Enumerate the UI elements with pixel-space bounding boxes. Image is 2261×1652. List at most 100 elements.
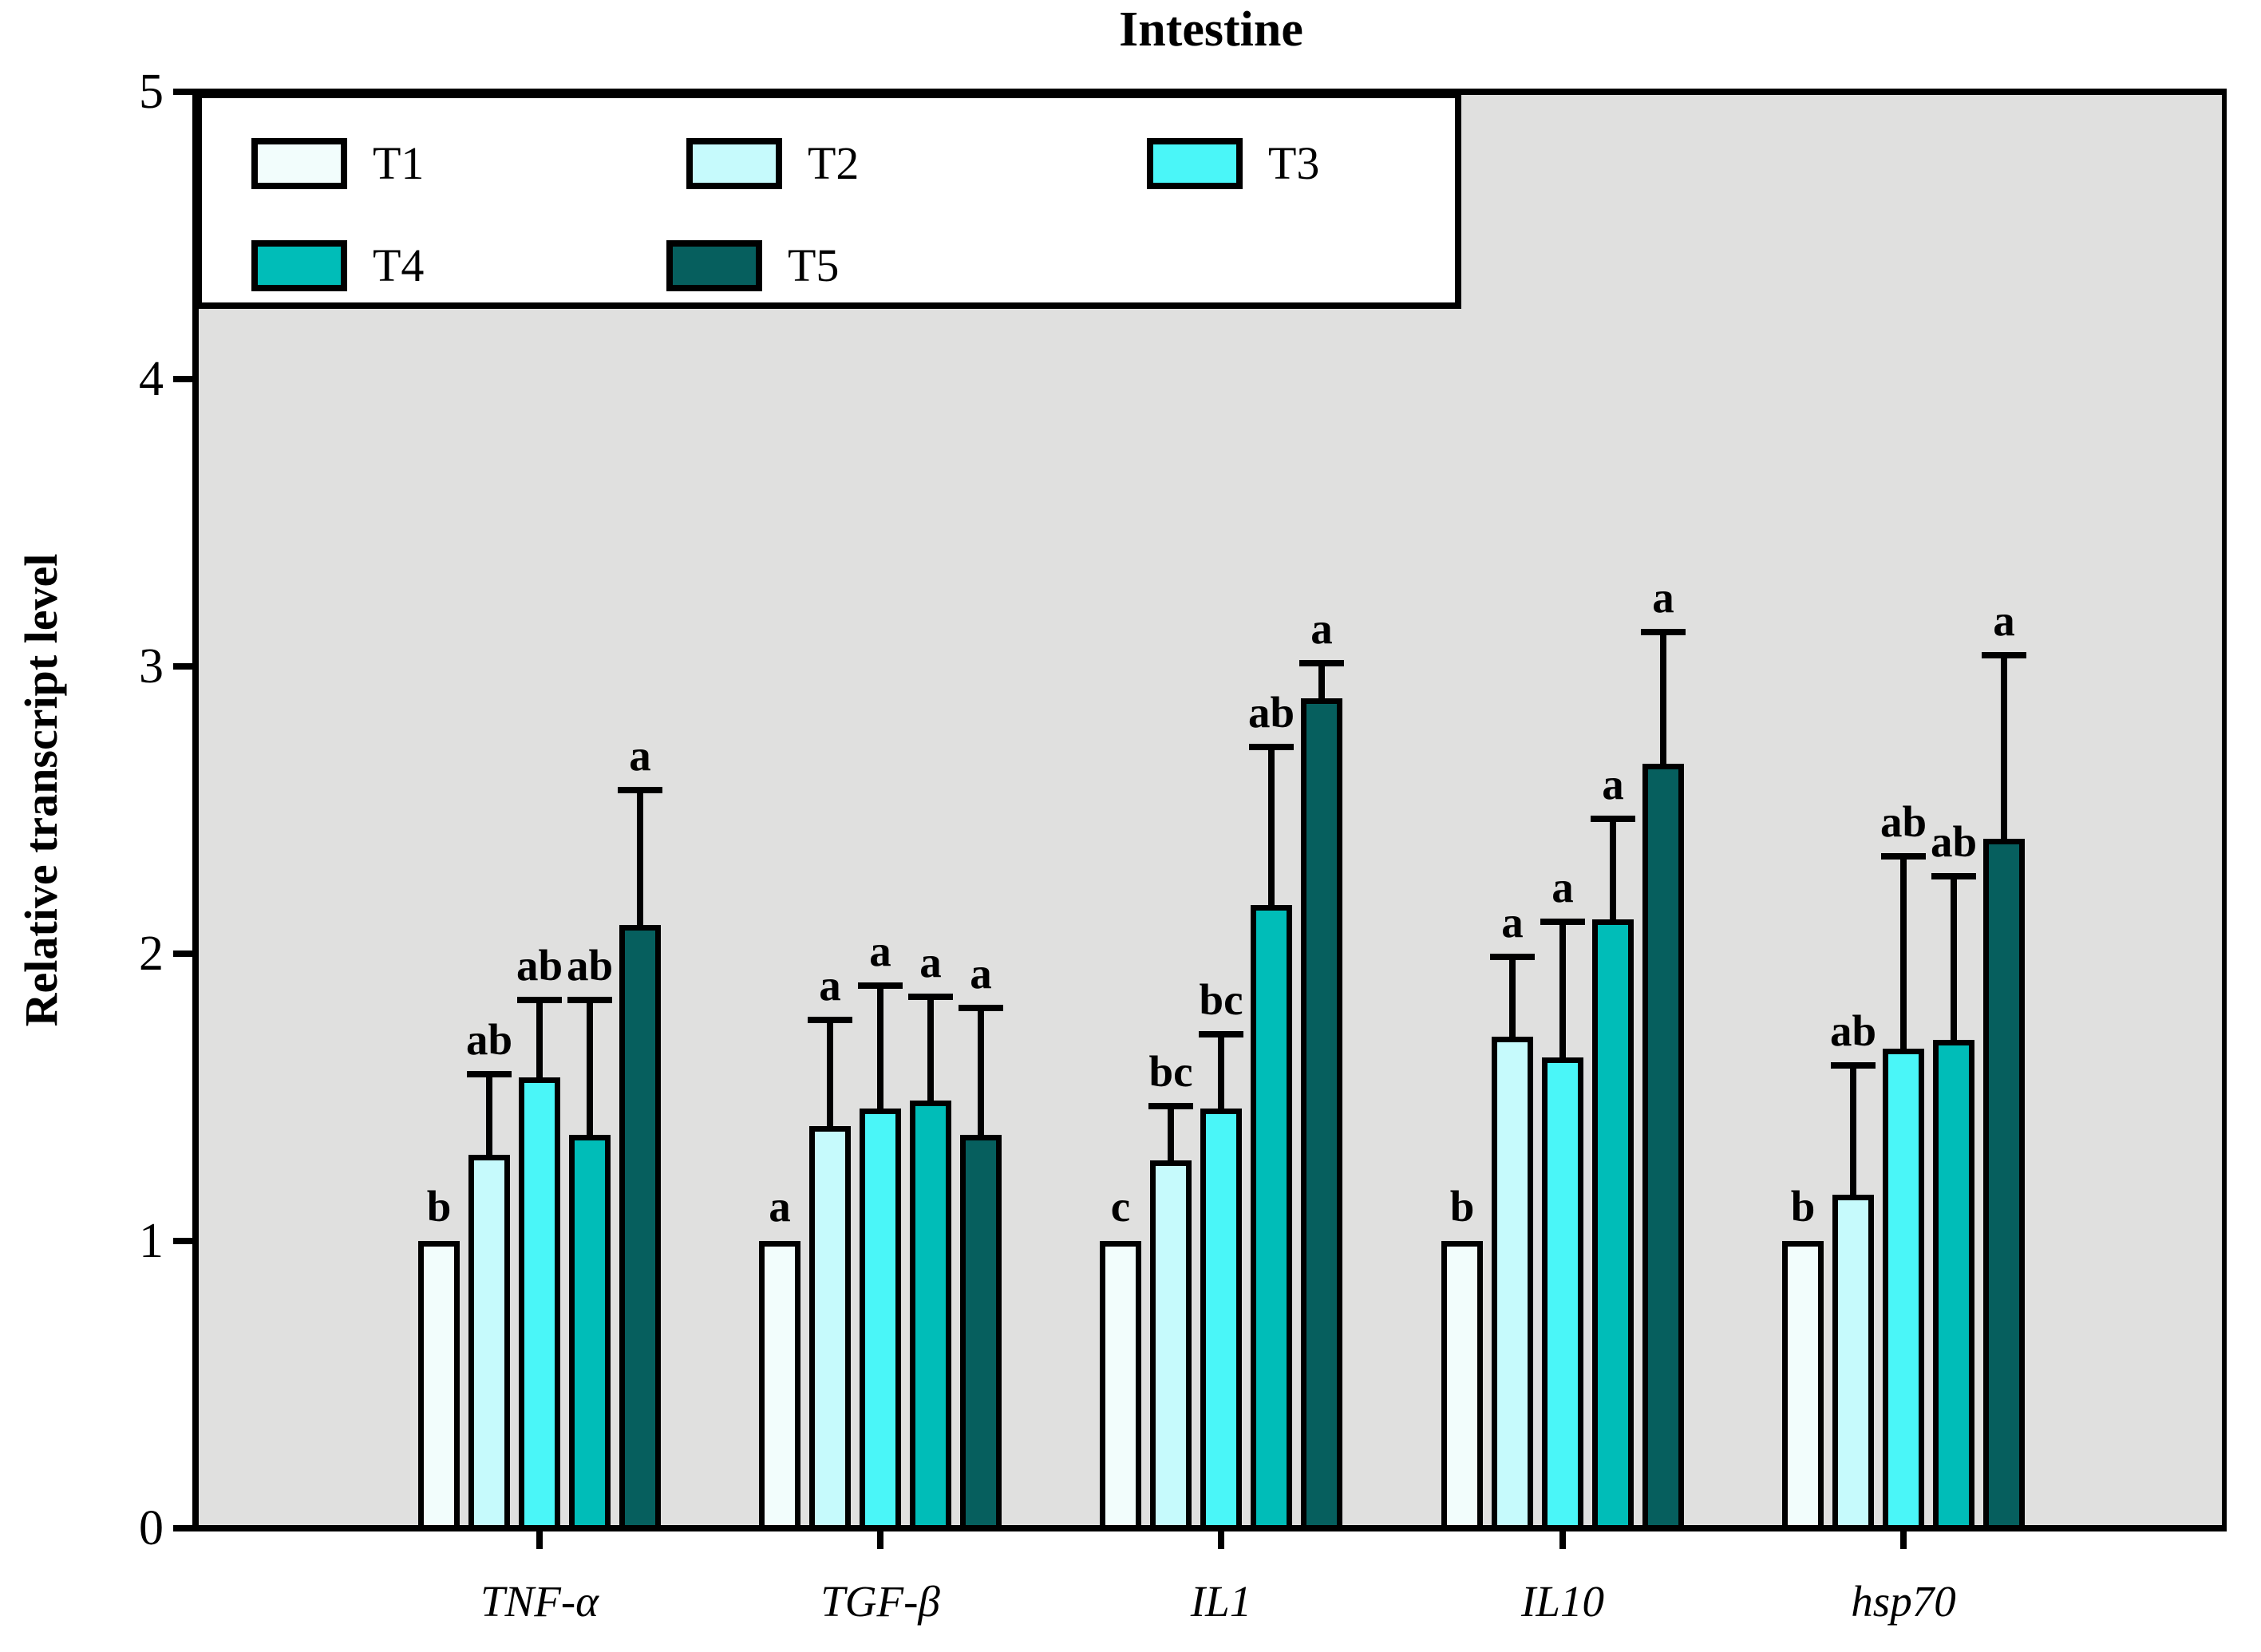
bars-layer: b ab ab ab a a a a a a c bc bc ab a b a a a a b ab ab ab a — [196, 92, 2227, 1528]
bar — [1492, 1037, 1533, 1528]
y-tick-label: 5 — [139, 65, 164, 119]
legend-label: T1 — [373, 137, 425, 189]
bar — [1592, 919, 1634, 1528]
legend-item: T4 — [251, 240, 507, 291]
error-bar-cap — [567, 996, 612, 1003]
y-axis-line — [192, 89, 199, 1531]
error-bar-cap — [1490, 953, 1535, 960]
y-tick-mark — [173, 89, 196, 95]
significance-letter: a — [769, 1182, 791, 1231]
y-tick-mark — [173, 376, 196, 382]
bar — [519, 1077, 560, 1528]
bar — [860, 1109, 901, 1528]
error-bar-cap — [1931, 872, 1976, 879]
plot-frame-right — [2222, 89, 2227, 1531]
x-tick-mark — [1559, 1528, 1566, 1549]
y-tick-label: 1 — [139, 1214, 164, 1268]
significance-letter: ab — [1829, 1006, 1877, 1056]
legend-box: T1 T2 T3 T4 T5 — [196, 92, 1461, 309]
error-bar-cap — [517, 996, 562, 1003]
significance-letter: a — [1602, 759, 1624, 808]
significance-letter: a — [970, 949, 992, 998]
error-bar-cap — [467, 1071, 512, 1078]
significance-letter: ab — [1880, 796, 1927, 846]
y-tick-label: 4 — [139, 352, 164, 406]
bar — [1100, 1241, 1141, 1528]
x-axis-label: TNF-α — [480, 1577, 599, 1626]
significance-letter: a — [1501, 897, 1524, 947]
error-bar-stem — [1900, 856, 1907, 1049]
error-bar-cap — [1249, 743, 1294, 750]
y-tick-label: 2 — [139, 927, 164, 981]
bar — [1441, 1241, 1483, 1528]
y-tick-mark — [173, 950, 196, 957]
error-bar-cap — [908, 994, 953, 1000]
x-tick-mark — [1218, 1528, 1224, 1549]
legend-label: T4 — [373, 239, 425, 291]
significance-letter: a — [869, 926, 891, 975]
error-bar-cap — [1148, 1102, 1193, 1109]
error-bar-stem — [1610, 818, 1616, 919]
legend-item: T5 — [666, 240, 922, 291]
bar — [1983, 839, 2025, 1528]
bar — [910, 1100, 951, 1528]
legend-item: T2 — [686, 138, 942, 189]
x-axis-label: IL10 — [1521, 1577, 1604, 1626]
bar — [619, 925, 661, 1528]
significance-letter: a — [629, 730, 651, 780]
significance-letter: ab — [1247, 687, 1295, 737]
bar — [468, 1155, 510, 1528]
legend-swatch — [251, 138, 347, 189]
legend-label: T5 — [788, 239, 840, 291]
bar — [1301, 698, 1342, 1528]
significance-letter: b — [426, 1182, 452, 1231]
significance-letter: ab — [566, 940, 614, 990]
bar — [960, 1134, 1002, 1528]
error-bar-cap — [1982, 651, 2026, 658]
y-tick-mark — [173, 663, 196, 670]
error-bar-stem — [1509, 956, 1516, 1037]
chart-title: Intestine — [1119, 2, 1303, 57]
bar — [1642, 764, 1684, 1528]
error-bar-stem — [587, 999, 593, 1135]
error-bar-cap — [618, 786, 662, 793]
y-tick-label: 3 — [139, 639, 164, 694]
legend-item: T1 — [251, 138, 507, 189]
error-bar-stem — [827, 1019, 833, 1126]
x-tick-mark — [536, 1528, 543, 1549]
bar — [1251, 904, 1292, 1528]
error-bar-stem — [486, 1074, 492, 1155]
legend-label: T2 — [808, 137, 860, 189]
error-bar-stem — [1951, 875, 1957, 1040]
x-axis-line — [192, 1525, 2227, 1531]
bar — [1883, 1048, 1924, 1528]
y-tick-mark — [173, 1525, 196, 1531]
error-bar-stem — [978, 1008, 984, 1135]
error-bar-stem — [1268, 746, 1275, 905]
bar — [759, 1241, 800, 1528]
significance-letter: bc — [1199, 974, 1243, 1024]
error-bar-stem — [1218, 1033, 1224, 1109]
legend-label: T3 — [1268, 137, 1320, 189]
legend-swatch — [666, 240, 762, 291]
significance-letter: a — [1551, 863, 1574, 912]
bar — [1150, 1160, 1192, 1528]
x-tick-mark — [1900, 1528, 1907, 1549]
bar — [809, 1126, 851, 1528]
legend-swatch — [251, 240, 347, 291]
error-bar-cap — [1199, 1030, 1243, 1037]
error-bar-stem — [1559, 922, 1566, 1057]
y-tick-mark — [173, 1238, 196, 1244]
error-bar-cap — [1299, 660, 1344, 667]
y-axis-title: Relative transcript level — [15, 553, 67, 1027]
error-bar-stem — [536, 999, 543, 1077]
significance-letter: a — [1652, 572, 1674, 622]
legend-swatch — [1147, 138, 1243, 189]
bar — [418, 1241, 460, 1528]
x-axis-label: TGF-β — [820, 1577, 940, 1626]
error-bar-stem — [1318, 663, 1325, 698]
error-bar-cap — [1831, 1062, 1876, 1069]
error-bar-stem — [637, 789, 643, 925]
significance-letter: ab — [465, 1015, 513, 1065]
